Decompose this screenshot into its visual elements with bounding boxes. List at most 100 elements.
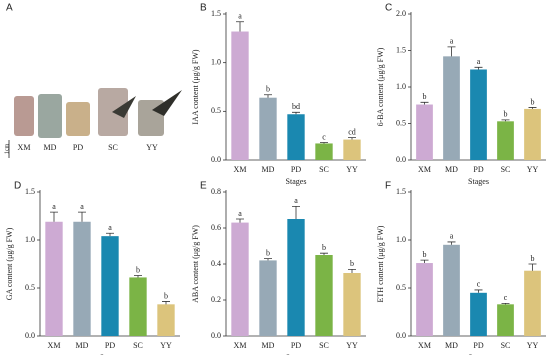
significance-label: b: [350, 259, 354, 268]
significance-label: b: [164, 291, 168, 300]
panel-label: A: [6, 3, 13, 14]
significance-label: b: [136, 265, 140, 274]
bar: [470, 69, 487, 160]
error-bar: [501, 302, 510, 305]
photo-label: MD: [44, 143, 57, 152]
bar: [259, 97, 277, 160]
bar: [259, 260, 277, 336]
y-axis-label: ETH content (μg/g FW): [376, 225, 385, 302]
error-bar: [236, 21, 244, 32]
bar: [443, 244, 460, 336]
significance-label: a: [477, 57, 481, 66]
bar: [73, 221, 91, 336]
significance-label: a: [450, 232, 454, 241]
error-bar: [348, 269, 356, 273]
bar: [416, 263, 433, 336]
panel-label: B: [200, 3, 207, 14]
y-axis-label: GA content (μg/g FW): [5, 227, 14, 300]
bar: [343, 273, 361, 336]
x-tick-label: YY: [346, 165, 358, 174]
y-axis-label: 6-BA content (μg/g FW): [376, 47, 385, 126]
y-tick-label: 0.8: [211, 187, 221, 196]
bar: [101, 236, 119, 336]
error-bar: [162, 301, 170, 305]
y-tick-label: 0.0: [396, 155, 406, 164]
significance-label: a: [52, 202, 56, 211]
bar: [416, 104, 433, 160]
y-tick-label: 0.0: [211, 155, 221, 164]
x-tick-label: PD: [473, 165, 483, 174]
stem: [14, 96, 34, 136]
error-bar: [348, 137, 356, 140]
bar: [343, 139, 361, 160]
stem: [38, 94, 62, 138]
y-tick-label: 1.5: [396, 45, 406, 54]
significance-label: c: [477, 280, 481, 289]
y-tick-label: 0.5: [396, 283, 406, 292]
significance-label: a: [450, 37, 454, 46]
bar: [129, 277, 147, 336]
x-axis-label: Stages: [100, 353, 121, 355]
x-tick-label: YY: [160, 341, 172, 350]
error-bar: [420, 101, 429, 105]
error-bar: [78, 211, 86, 222]
x-axis-label: Stages: [286, 353, 307, 355]
significance-label: b: [531, 254, 535, 263]
bar: [287, 219, 305, 336]
error-bar: [528, 263, 537, 271]
error-bar: [474, 66, 483, 70]
x-tick-label: SC: [319, 341, 329, 350]
significance-label: bd: [292, 102, 300, 111]
x-axis-label: Stages: [468, 353, 489, 355]
y-tick-label: 1.5: [211, 9, 221, 18]
photo-label: XM: [18, 143, 31, 152]
significance-label: b: [266, 248, 270, 257]
significance-label: a: [294, 196, 298, 205]
error-bar: [106, 232, 114, 237]
bar: [497, 121, 514, 160]
significance-label: a: [108, 223, 112, 232]
significance-label: a: [238, 12, 242, 21]
photo-panel: A 1cm XM MD PD SC YY: [4, 3, 182, 158]
error-bar: [236, 218, 244, 223]
y-tick-label: 0.0: [211, 331, 221, 340]
error-bar: [50, 211, 58, 222]
significance-label: b: [423, 250, 427, 259]
x-tick-label: PD: [291, 165, 301, 174]
error-bar: [447, 46, 456, 57]
y-tick-label: 0.5: [396, 118, 406, 127]
error-bar: [528, 107, 537, 109]
error-bar: [320, 142, 328, 144]
y-tick-label: 2.0: [396, 9, 406, 18]
y-tick-label: 1.5: [396, 187, 406, 196]
error-bar: [264, 94, 272, 98]
x-tick-label: XM: [48, 341, 61, 350]
x-tick-label: SC: [319, 165, 329, 174]
bar: [470, 292, 487, 336]
y-tick-label: 0.2: [211, 295, 221, 304]
x-tick-label: XM: [234, 341, 247, 350]
bar: [524, 108, 541, 160]
panel-label: E: [200, 181, 207, 192]
x-tick-label: YY: [527, 165, 539, 174]
y-tick-label: 1.0: [396, 235, 406, 244]
photo-label: YY: [146, 143, 158, 152]
error-bar: [292, 206, 300, 219]
leaf: [152, 90, 182, 116]
y-tick-label: 1.0: [25, 235, 35, 244]
x-tick-label: XM: [234, 165, 247, 174]
x-tick-label: SC: [501, 165, 511, 174]
x-tick-label: YY: [346, 341, 358, 350]
bar: [45, 221, 63, 336]
leaf: [112, 96, 136, 118]
x-tick-label: MD: [262, 341, 275, 350]
error-bar: [474, 289, 483, 293]
significance-label: b: [266, 85, 270, 94]
x-tick-label: YY: [527, 341, 539, 350]
bar: [231, 222, 249, 336]
y-tick-label: 0.0: [396, 331, 406, 340]
significance-label: c: [504, 293, 508, 302]
bar: [157, 304, 175, 336]
y-tick-label: 0.6: [211, 223, 221, 232]
significance-label: b: [531, 97, 535, 106]
